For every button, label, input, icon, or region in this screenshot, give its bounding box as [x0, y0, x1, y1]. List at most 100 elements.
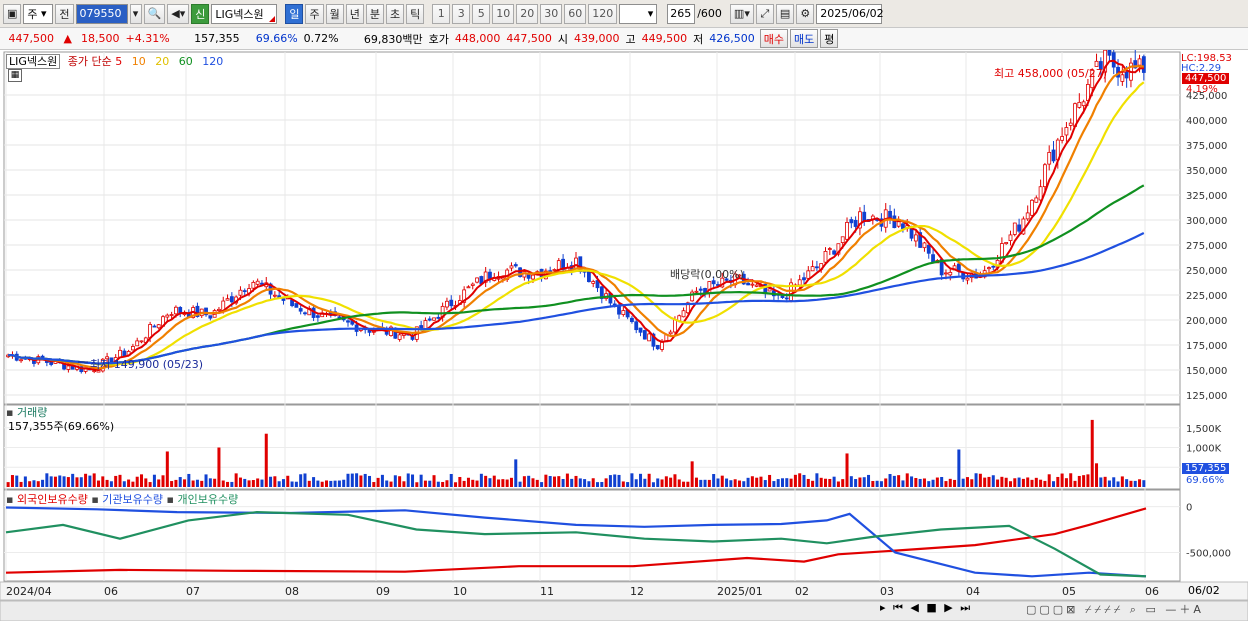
x-tick-label: 2024/04	[6, 585, 52, 598]
market-select[interactable]: 주 ▾	[23, 3, 54, 24]
volume-bar	[337, 480, 341, 487]
holding-tick-label: -500,000	[1186, 548, 1231, 559]
stock-name-field[interactable]: LIG넥스원	[211, 3, 278, 24]
volume-bar	[1008, 481, 1012, 487]
new-badge[interactable]: 신	[191, 3, 210, 24]
candle-body	[130, 346, 135, 351]
volume-bar	[540, 482, 544, 487]
layout-icon[interactable]: ▣	[3, 3, 22, 24]
candle-body	[509, 265, 514, 269]
holding-panel-frame	[3, 489, 1181, 582]
speaker-icon[interactable]: ◀▾	[167, 3, 190, 24]
period-year-button[interactable]: 년	[345, 3, 364, 24]
save-icon[interactable]: ▤	[775, 3, 795, 24]
volume-bar	[643, 478, 647, 487]
candle-body	[815, 266, 819, 269]
volume-bar	[213, 478, 217, 487]
volume-bar	[600, 481, 604, 487]
stock-legend-label[interactable]: LIG넥스원	[6, 54, 61, 69]
institution-legend[interactable]: 기관보유수량	[102, 493, 164, 506]
volume-bar	[458, 476, 462, 487]
scroll-bar[interactable]	[0, 600, 1248, 621]
volume-bar	[677, 479, 681, 487]
candle-body	[1047, 152, 1052, 165]
interval-20-button[interactable]: 20	[516, 3, 539, 24]
period-second-button[interactable]: 초	[385, 3, 405, 24]
volume-bar	[1017, 477, 1021, 487]
ma-10-label[interactable]: 10	[131, 55, 146, 68]
period-minute-button[interactable]: 분	[365, 3, 384, 24]
candle-body	[139, 340, 144, 343]
interval-60-button[interactable]: 60	[564, 3, 587, 24]
volume-bar	[479, 473, 483, 487]
sell-button[interactable]: 매도	[790, 29, 819, 48]
calculator-icon[interactable]: ▦	[8, 69, 22, 82]
volume-bar	[664, 476, 668, 487]
volume-bar	[256, 478, 260, 487]
volume-value-label: 157,355주(69.66%)	[8, 420, 115, 433]
volume-bar	[1077, 475, 1081, 487]
chart-canvas[interactable]: 425,000 400,000 375,000 350,000 325,000 300,0…	[0, 50, 1248, 621]
candle-body	[462, 289, 467, 303]
candle-body	[668, 331, 673, 335]
volume-bar	[221, 480, 225, 487]
individual-legend[interactable]: 개인보유수량	[177, 493, 239, 506]
interval-1-button[interactable]: 1	[432, 3, 451, 24]
volume-bar	[148, 482, 152, 487]
volume-bar	[316, 480, 320, 487]
period-month-button[interactable]: 월	[325, 3, 344, 24]
volume-bar	[230, 481, 234, 487]
volume-bar	[626, 482, 630, 487]
draw-tool-icon[interactable]: ⤢	[755, 3, 774, 24]
interval-10-button[interactable]: 10	[492, 3, 515, 24]
candle-body	[423, 320, 428, 330]
count-input[interactable]: 265	[667, 3, 696, 24]
candle-body	[298, 308, 303, 312]
ma-120-label[interactable]: 120	[202, 55, 224, 68]
volume-bar	[174, 479, 178, 487]
stock-code-input[interactable]: 079550	[75, 3, 128, 24]
interval-30-button[interactable]: 30	[540, 3, 563, 24]
date-input[interactable]: 2025/06/02	[816, 3, 884, 24]
interval-5-button[interactable]: 5	[472, 3, 491, 24]
foreign-legend[interactable]: 외국인보유수량	[16, 493, 88, 506]
prev-button[interactable]: 전	[55, 3, 74, 24]
code-dropdown-icon[interactable]: ▾	[129, 3, 142, 24]
period-day-button[interactable]: 일	[285, 3, 304, 24]
ma-20-label[interactable]: 20	[155, 55, 170, 68]
holding-tick-label: 0	[1186, 503, 1192, 514]
volume-bar	[135, 476, 139, 487]
volume-bar	[1069, 473, 1073, 487]
gear-icon[interactable]: ⚙	[796, 3, 815, 24]
scroll-controls[interactable]: ▸ ⏮ ◀ ■ ▶ ⏭	[880, 601, 973, 614]
candle-body	[926, 244, 931, 254]
search-icon[interactable]: 🔍	[143, 3, 166, 24]
period-tick-button[interactable]: 틱	[406, 3, 425, 24]
price-tick-label: 125,000	[1186, 391, 1227, 402]
candle-body	[294, 303, 299, 308]
volume-bar	[92, 473, 96, 487]
volume-bar	[238, 477, 242, 487]
annotations	[78, 71, 1126, 363]
candle-body	[642, 330, 647, 340]
candle-body	[599, 286, 604, 299]
ma-60-label[interactable]: 60	[178, 55, 193, 68]
period-week-button[interactable]: 주	[305, 3, 324, 24]
volume-bar	[712, 474, 716, 487]
volume-bar	[1099, 477, 1103, 487]
buy-button[interactable]: 매수	[759, 29, 788, 48]
chart-tool-icons[interactable]: ▢▢▢⊠ ⌿⌿⌿⌿ ⌕ ▭ —＋A	[1026, 603, 1204, 616]
eval-button[interactable]: 평	[820, 29, 839, 48]
candle-type-icon[interactable]: ▥▾	[729, 3, 754, 24]
interval-120-button[interactable]: 120	[588, 3, 618, 24]
volume-bar	[432, 475, 436, 487]
ma-5-label[interactable]: 5	[115, 55, 123, 68]
volume-bar	[1034, 477, 1038, 487]
volume-bar	[888, 474, 892, 487]
candle-body	[195, 305, 200, 317]
interval-custom-field[interactable]: ▾	[619, 3, 658, 24]
volume-bar	[475, 480, 479, 487]
volume-bar	[901, 480, 905, 487]
volume-bar	[251, 480, 255, 487]
interval-3-button[interactable]: 3	[452, 3, 471, 24]
